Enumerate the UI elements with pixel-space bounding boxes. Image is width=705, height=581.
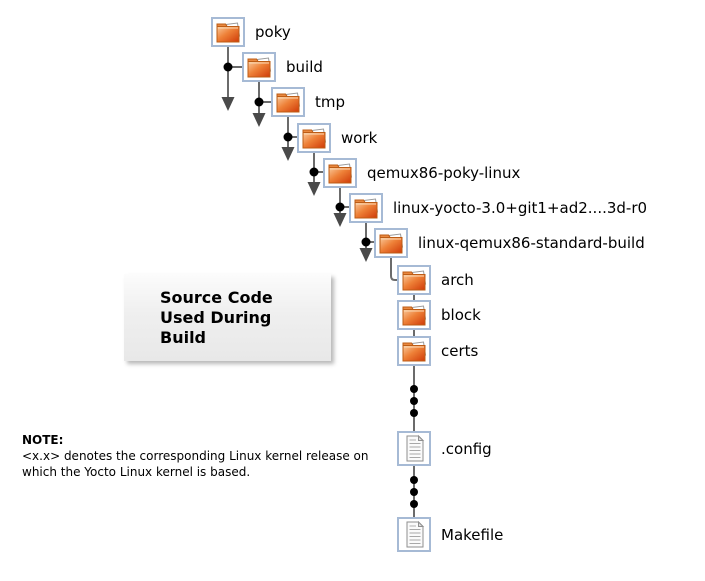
tree-node-label: linux-yocto-3.0+git1+ad2....3d-r0: [393, 199, 648, 217]
folder-icon: [297, 123, 331, 153]
tree-node-label: build: [286, 58, 323, 76]
tree-node-label: certs: [441, 342, 479, 360]
tree-node-label: qemux86-poky-linux: [367, 164, 521, 182]
tree-node-linux-qemux86-standard-build: linux-qemux86-standard-build: [374, 228, 645, 258]
file-icon: [397, 517, 431, 552]
tree-node-work: work: [297, 123, 377, 153]
folder-icon: [271, 87, 305, 117]
note-heading: NOTE:: [22, 433, 64, 447]
file-icon: [397, 431, 431, 466]
tree-node-label: work: [341, 129, 378, 147]
folder-icon: [397, 336, 431, 366]
tree-node-label: block: [441, 306, 481, 324]
branch-junction-dots: [223, 62, 371, 247]
tree-node-block: block: [397, 300, 481, 330]
tree-node-label: linux-qemux86-standard-build: [418, 234, 645, 252]
callout-box: Source Code Used During Build: [124, 274, 331, 361]
folder-icon: [211, 17, 245, 47]
tree-node-config-file: .config: [397, 431, 492, 466]
tree-node-linux-yocto: linux-yocto-3.0+git1+ad2....3d-r0: [349, 193, 647, 223]
tree-node-makefile: Makefile: [397, 517, 503, 552]
tree-node-label: arch: [441, 271, 474, 289]
note-body: <x.x> denotes the corresponding Linux ke…: [22, 449, 369, 479]
callout-text: Source Code Used During Build: [160, 287, 273, 347]
folder-icon: [397, 265, 431, 295]
down-arrow-icons: [221, 97, 373, 262]
tree-node-build: build: [242, 52, 323, 82]
tree-node-tmp: tmp: [271, 87, 345, 117]
folder-icon: [323, 158, 357, 188]
tree-node-poky: poky: [211, 17, 291, 47]
folder-icon: [349, 193, 383, 223]
ellipsis-dots: [410, 385, 418, 508]
tree-node-label: poky: [255, 23, 291, 41]
tree-node-label: Makefile: [441, 525, 504, 544]
note-block: NOTE: <x.x> denotes the corresponding Li…: [22, 433, 369, 480]
folder-icon: [374, 228, 408, 258]
tree-node-label: tmp: [315, 93, 346, 111]
tree-node-label: .config: [441, 439, 492, 458]
tree-node-certs: certs: [397, 336, 478, 366]
tree-node-arch: arch: [397, 265, 474, 295]
folder-icon: [397, 300, 431, 330]
folder-icon: [242, 52, 276, 82]
tree-node-qemux86-poky-linux: qemux86-poky-linux: [323, 158, 520, 188]
